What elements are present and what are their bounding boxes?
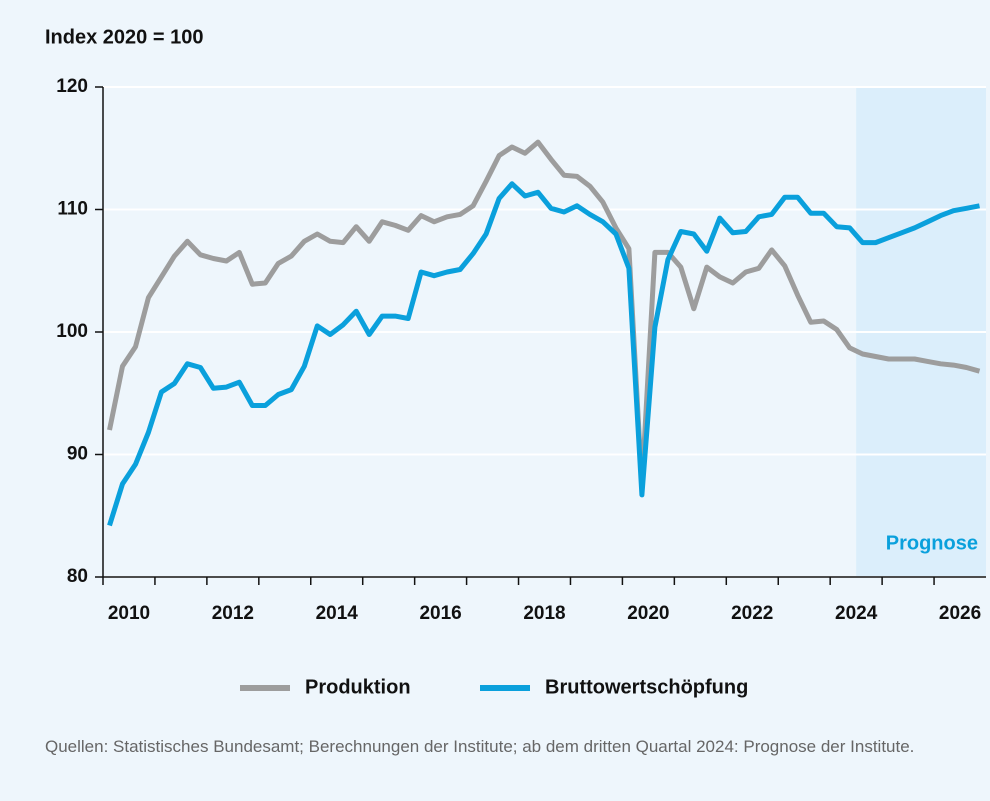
y-tick-label: 110: [57, 199, 88, 220]
legend-label: Produktion: [305, 676, 411, 698]
x-tick-label: 2018: [523, 603, 565, 624]
x-tick-label: 2024: [835, 603, 878, 624]
line-series: [107, 139, 981, 488]
y-tick-label: 100: [56, 321, 88, 342]
line-series: [107, 181, 980, 527]
chart: Index 2020 = 100 Prognose 80 90 100 110 120 20…: [45, 26, 986, 698]
x-tick-label: 2020: [627, 603, 669, 624]
x-tick-label: 2022: [731, 603, 773, 624]
x-tick-label: 2016: [419, 603, 461, 624]
x-tick-label: 2010: [108, 603, 150, 624]
legend-label: Bruttowertschöpfung: [545, 676, 748, 698]
x-tick-label: 2014: [316, 603, 359, 624]
y-tick-label: 90: [67, 444, 88, 465]
y-tick-label: 80: [67, 566, 88, 587]
x-tick-label: 2012: [212, 603, 254, 624]
x-tick-label: 2026: [939, 603, 981, 624]
y-axis-label: Index 2020 = 100: [45, 26, 203, 48]
source-note: Quellen: Statistisches Bundesamt; Berech…: [45, 737, 915, 756]
annotation: Prognose: [886, 532, 978, 554]
y-tick-label: 120: [56, 76, 88, 97]
